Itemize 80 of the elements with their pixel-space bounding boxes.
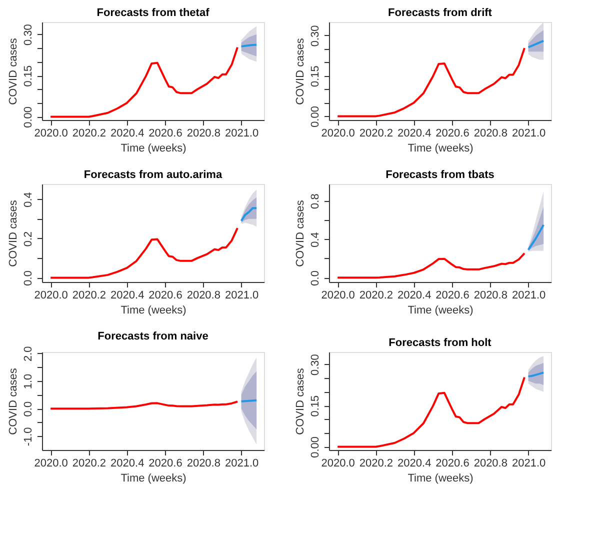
x-tick-label: 2020.4 (398, 290, 432, 302)
x-tick-label: 2020.2 (72, 290, 106, 302)
x-tick-label: 2020.4 (110, 290, 144, 302)
x-tick-label: 2020.4 (110, 458, 144, 470)
chart-title: Forecasts from auto.arima (84, 169, 223, 181)
chart-title: Forecasts from drift (388, 7, 492, 19)
y-axis-title: COVID cases (294, 368, 306, 435)
y-tick-label: 0.0 (310, 270, 322, 286)
x-tick-label: 2020.6 (436, 128, 470, 140)
x-tick-label: 2020.8 (186, 128, 220, 140)
y-tick-label: 0.00 (310, 106, 322, 128)
x-tick-label: 2020.8 (474, 128, 508, 140)
x-tick-label: 2020.0 (321, 458, 355, 470)
y-tick-label: 0.30 (22, 24, 34, 46)
x-tick-label: 2021.0 (224, 458, 259, 470)
x-tick-label: 2020.2 (359, 458, 394, 470)
x-tick-label: 2020.4 (398, 458, 432, 470)
y-tick-label: 0.30 (310, 354, 322, 376)
y-tick-label: 0.30 (310, 25, 322, 47)
y-tick-label: 2.0 (22, 346, 34, 362)
x-tick-label: 2020.6 (436, 458, 470, 470)
y-tick-label: 0.4 (22, 192, 34, 208)
line-series (50, 227, 238, 279)
y-tick-label: 0.0 (22, 270, 34, 286)
y-tick-label: 0.15 (310, 395, 322, 417)
line-series (50, 400, 238, 410)
x-tick-label: 2020.0 (34, 458, 68, 470)
x-tick-label: 2020.0 (321, 128, 355, 140)
y-tick-label: 0.15 (22, 65, 34, 87)
y-axis-title: COVID cases (8, 368, 20, 435)
chart-title: Forecasts from tbats (386, 169, 494, 181)
y-tick-label: 1.0 (22, 374, 34, 390)
line-series (336, 47, 526, 118)
line-series (50, 46, 238, 118)
chart-title: Forecasts from naive (98, 330, 208, 343)
x-tick-label: 2021.0 (224, 290, 259, 302)
chart-title: Forecasts from holt (388, 337, 492, 349)
x-tick-label: 2020.2 (72, 128, 106, 140)
x-tick-label: 2020.8 (474, 290, 508, 302)
y-tick-label: -1.0 (22, 427, 34, 446)
x-tick-label: 2020.0 (34, 290, 68, 302)
x-tick-label: 2020.0 (321, 290, 355, 302)
line-series (336, 252, 526, 279)
x-axis-title: Time (weeks) (120, 304, 186, 316)
x-tick-label: 2020.6 (148, 128, 182, 140)
y-tick-label: 0.2 (22, 231, 34, 247)
x-tick-label: 2020.6 (436, 290, 470, 302)
x-tick-label: 2020.4 (110, 128, 144, 140)
x-tick-label: 2020.8 (474, 458, 508, 470)
x-axis-title: Time (weeks) (120, 472, 186, 484)
y-tick-label: 0.8 (310, 194, 322, 209)
x-tick-label: 2020.2 (72, 458, 106, 470)
x-axis-title: Time (weeks) (408, 472, 474, 484)
x-tick-label: 2020.2 (359, 290, 394, 302)
x-tick-label: 2021.0 (512, 290, 546, 302)
chart-title: Forecasts from thetaf (96, 7, 210, 19)
y-tick-label: 0.4 (310, 232, 322, 248)
x-tick-label: 2020.8 (186, 290, 220, 302)
x-axis-title: Time (weeks) (408, 304, 474, 316)
y-tick-label: 0.0 (22, 401, 34, 417)
x-tick-label: 2020.2 (359, 128, 394, 140)
y-axis-title: COVID cases (294, 38, 306, 105)
y-tick-label: 0.00 (310, 436, 322, 458)
line-series (336, 376, 526, 448)
y-tick-label: 0.15 (310, 66, 322, 88)
x-tick-label: 2020.6 (148, 290, 182, 302)
y-axis-title: COVID cases (8, 38, 20, 105)
y-tick-label: 0.00 (22, 106, 34, 128)
x-axis-title: Time (weeks) (408, 142, 474, 154)
x-tick-label: 2020.6 (148, 458, 182, 470)
y-axis-title: COVID cases (294, 200, 306, 267)
y-axis-title: COVID cases (8, 200, 20, 267)
x-tick-label: 2021.0 (224, 128, 259, 140)
x-tick-label: 2020.8 (186, 458, 220, 470)
x-axis-title: Time (weeks) (120, 142, 186, 154)
x-tick-label: 2021.0 (512, 128, 546, 140)
x-tick-label: 2020.4 (398, 128, 432, 140)
x-tick-label: 2021.0 (512, 458, 546, 470)
line-series (527, 224, 545, 251)
x-tick-label: 2020.0 (34, 128, 68, 140)
